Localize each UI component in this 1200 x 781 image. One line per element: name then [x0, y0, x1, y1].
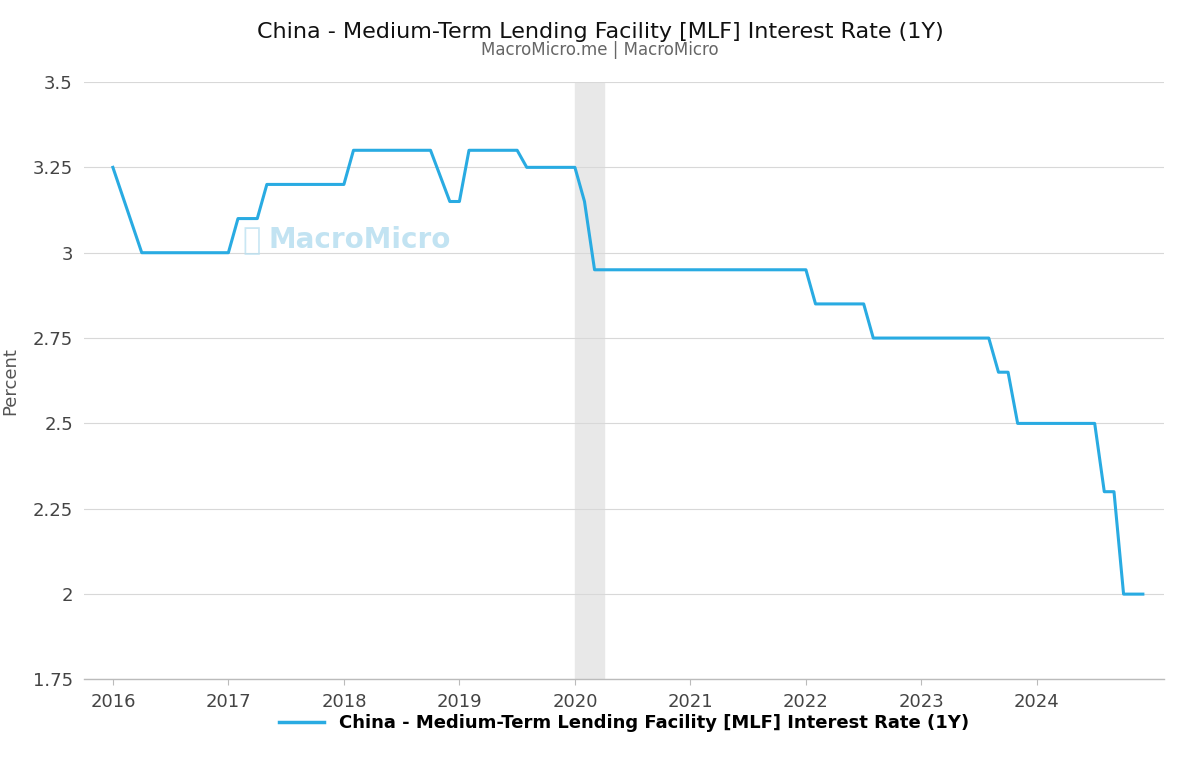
Text: MacroMicro: MacroMicro — [269, 226, 450, 255]
Bar — [575, 82, 604, 679]
Y-axis label: Percent: Percent — [1, 347, 19, 415]
Text: China - Medium-Term Lending Facility [MLF] Interest Rate (1Y): China - Medium-Term Lending Facility [ML… — [257, 22, 943, 42]
Legend: China - Medium-Term Lending Facility [MLF] Interest Rate (1Y): China - Medium-Term Lending Facility [ML… — [272, 707, 976, 739]
Text: MacroMicro.me | MacroMicro: MacroMicro.me | MacroMicro — [481, 41, 719, 59]
Text: Ⓜ: Ⓜ — [242, 226, 260, 255]
